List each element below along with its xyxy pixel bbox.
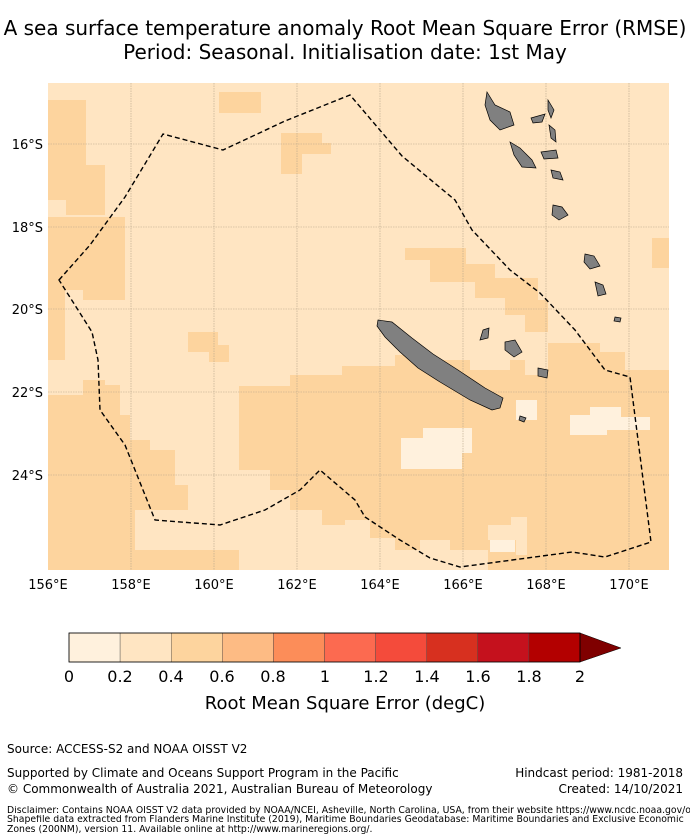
lat-tick-label: 22°S [12,386,43,401]
colorbar-cell [477,632,530,663]
vanuatu-island-land [548,124,557,143]
colorbar-cell [170,632,223,663]
lat-tick-label: 24°S [12,469,43,484]
disclaimer-line-1: Disclaimer: Contains NOAA OISST V2 data … [7,806,690,816]
lon-tick-label: 162°E [277,578,317,593]
lat-tick-labels: 16°S 18°S 20°S 22°S 24°S [12,138,43,484]
vanuatu-island-land [540,149,559,160]
lon-tick-label: 170°E [609,578,649,593]
loyalty-island-land [504,339,523,358]
disclaimer-line-2: Shapefile data extracted from Flanders M… [7,815,684,825]
colorbar-cell [375,632,427,663]
colorbar-tick-label: 1.2 [363,667,388,686]
lat-tick-label: 18°S [12,221,43,236]
source-text: Source: ACCESS-S2 and NOAA OISST V2 [7,742,248,756]
colorbar-tick-labels: 0 0.2 0.4 0.6 0.8 1 1.2 1.4 1.6 1.8 2 [64,667,585,686]
colorbar-tick-label: 0.8 [260,667,285,686]
land-masses [376,91,622,423]
vanuatu-island-land [509,141,537,169]
created-date-text: Created: 14/10/2021 [558,782,683,796]
loyalty-island-land [479,327,490,341]
hindcast-period-text: Hindcast period: 1981-2018 [515,766,683,780]
colorbar-tick-label: 0.2 [107,667,132,686]
colorbar-tick-label: 1.8 [516,667,541,686]
colorbar-extend-arrow [579,632,622,663]
vanuatu-island-land [594,281,607,297]
copyright-text: © Commonwealth of Australia 2021, Austra… [7,782,433,796]
lon-tick-label: 160°E [194,578,234,593]
colorbar-tick-label: 0.6 [209,667,234,686]
chart-title-line-1: A sea surface temperature anomaly Root M… [3,16,687,40]
colorbar-outline [68,632,581,663]
colorbar-cells [68,632,581,663]
colorbar-tick-label: 1 [320,667,330,686]
lat-tick-label: 20°S [12,303,43,318]
colorbar-cell [119,632,172,663]
colorbar: 0 0.2 0.4 0.6 0.8 1 1.2 1.4 1.6 1.8 2 Ro… [64,632,622,714]
lon-tick-label: 156°E [28,578,68,593]
map-panel: 156°E 158°E 160°E 162°E 164°E 166°E 168°… [12,83,669,593]
vanuatu-island-land [530,113,546,124]
isle-of-pines-land [518,415,527,423]
vanuatu-island-land [613,316,622,323]
support-text: Supported by Climate and Oceans Support … [7,766,399,780]
vanuatu-island-land [583,253,601,270]
vanuatu-island-land [550,169,564,181]
lat-tick-label: 16°S [12,138,43,153]
loyalty-island-land [537,367,549,379]
vanuatu-island-land [484,91,515,131]
colorbar-tick-label: 0.4 [158,667,183,686]
rmse-patches-0-0.2 [401,400,650,552]
colorbar-tick-label: 1.4 [414,667,439,686]
colorbar-tick-label: 1.6 [465,667,490,686]
colorbar-cell [273,632,325,663]
colorbar-label: Root Mean Square Error (degC) [205,693,486,714]
lon-tick-label: 168°E [526,578,566,593]
colorbar-tick-label: 0 [64,667,74,686]
colorbar-cell [68,632,121,663]
chart-title-line-2: Period: Seasonal. Initialisation date: 1… [123,40,567,64]
lon-tick-labels: 156°E 158°E 160°E 162°E 164°E 166°E 168°… [28,578,649,593]
colorbar-cell [426,632,479,663]
colorbar-cell [528,632,581,663]
vanuatu-island-land [547,98,555,119]
colorbar-cell [324,632,376,663]
colorbar-tick-label: 2 [575,667,585,686]
vanuatu-island-land [551,204,569,221]
lon-tick-label: 164°E [360,578,400,593]
colorbar-cell [222,632,274,663]
lon-tick-label: 166°E [443,578,483,593]
new-caledonia-land [376,319,504,411]
disclaimer-line-3: Zones (200NM), version 11. Available onl… [7,825,373,835]
lon-tick-label: 158°E [111,578,151,593]
